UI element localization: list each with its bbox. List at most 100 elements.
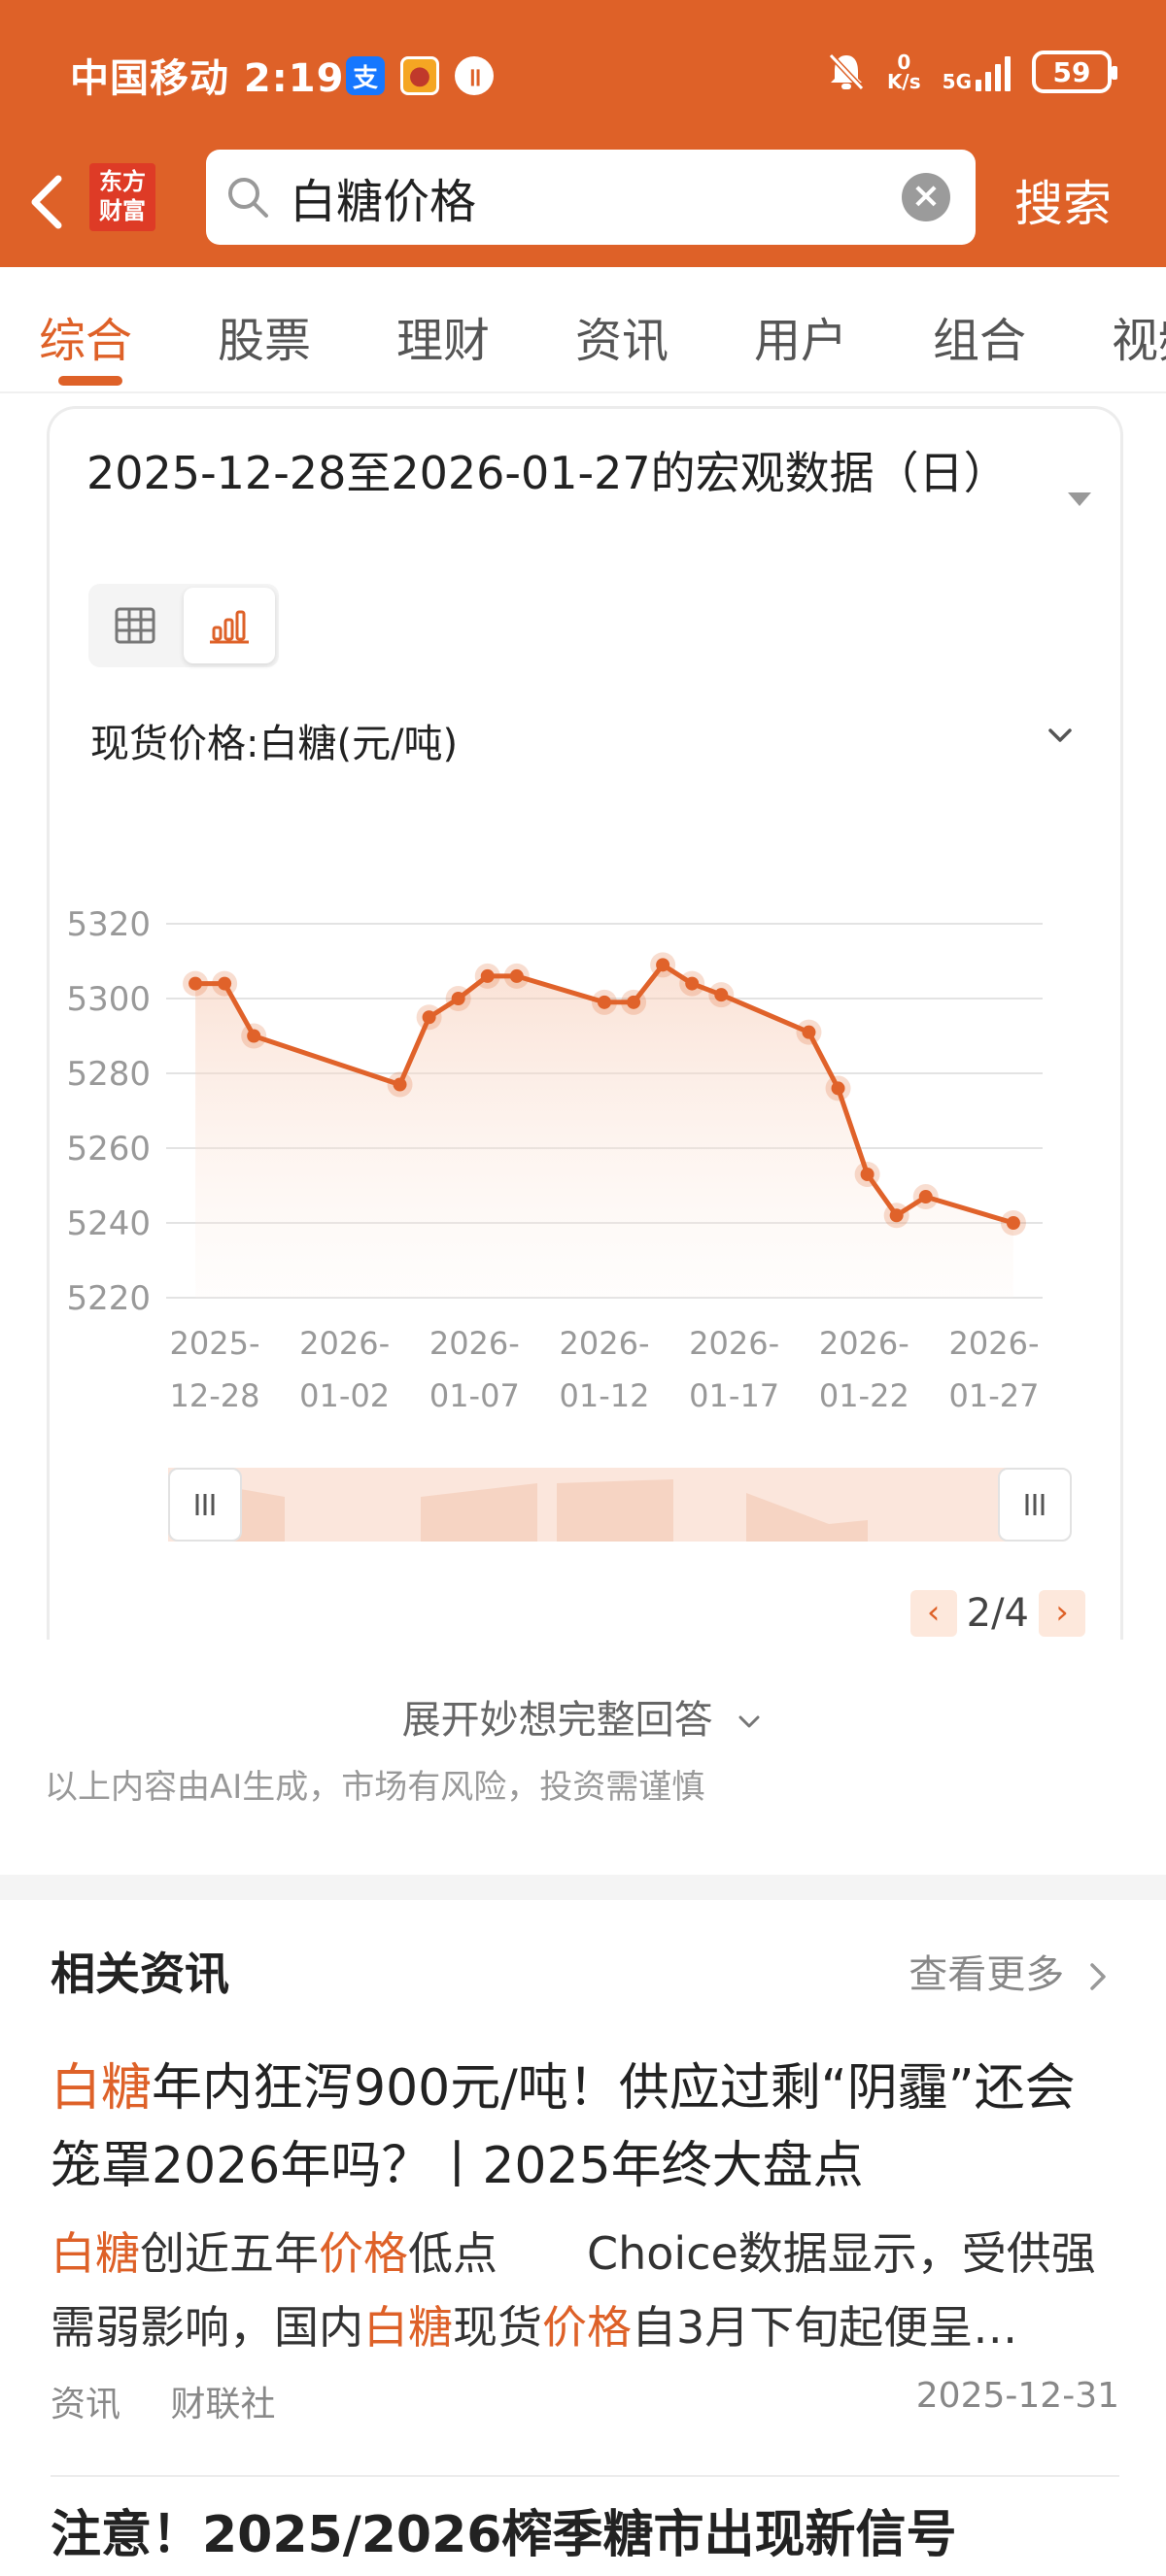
- signal-icon: [976, 52, 1011, 91]
- news-meta: 资讯 财联社 2025-12-31: [51, 2376, 1119, 2424]
- data-point: [918, 1190, 933, 1204]
- battery-indicator: 59: [1032, 51, 1117, 93]
- x-tick-label: 2026-01-07: [429, 1325, 520, 1414]
- tab-comprehensive[interactable]: 综合: [39, 314, 133, 368]
- card-title: 2025-12-28至2026-01-27的宏观数据（日）: [86, 447, 1009, 499]
- text-segment: 年内狂泻900元/吨！供应过剩“阴霾”还会笼罩2026年吗？丨2025年终大盘点: [51, 2059, 1076, 2195]
- mute-bell-icon: [828, 52, 865, 91]
- grip-icon: [195, 1494, 215, 1515]
- data-point: [247, 1029, 261, 1043]
- text-segment: 注意！2025/2026榨季糖市出现新信号: [51, 2506, 957, 2564]
- x-tick-label: 2026-01-17: [689, 1325, 779, 1414]
- slider-mini-preview: [207, 1479, 868, 1542]
- news-item[interactable]: 白糖年内狂泻900元/吨！供应过剩“阴霾”还会笼罩2026年吗？丨2025年终大…: [51, 2050, 1119, 2424]
- section-divider: [0, 1875, 1166, 1900]
- chart-view-button[interactable]: [184, 588, 275, 663]
- pager: ‹ 2/4 ›: [909, 1590, 1085, 1637]
- data-point: [509, 968, 524, 983]
- data-point: [189, 976, 203, 991]
- tab-video[interactable]: 视频: [1112, 314, 1166, 368]
- title-dropdown-icon[interactable]: [1068, 492, 1091, 506]
- data-point: [889, 1208, 904, 1223]
- x-tick-label: 2026-01-02: [299, 1325, 390, 1414]
- text-segment: 现货: [453, 2301, 542, 2354]
- bar-chart-icon: [210, 610, 249, 644]
- slider-left-handle[interactable]: [168, 1468, 242, 1542]
- x-tick-label: 2025-12-28: [170, 1325, 260, 1414]
- tab-news[interactable]: 资讯: [575, 314, 669, 368]
- news-type: 资讯: [51, 2385, 121, 2424]
- search-tabs: 综合 股票 理财 资讯 用户 组合 视频: [0, 267, 1166, 393]
- chevron-down-icon: [738, 1715, 760, 1728]
- tab-portfolios[interactable]: 组合: [933, 314, 1027, 368]
- expand-answer-button[interactable]: 展开妙想完整回答: [0, 1688, 1166, 1745]
- y-tick-label: 5260: [66, 1130, 151, 1169]
- news-item[interactable]: 注意！2025/2026榨季糖市出现新信号: [51, 2496, 1119, 2574]
- highlight-keyword: 价格: [319, 2227, 408, 2280]
- tab-wealth[interactable]: 理财: [396, 314, 491, 368]
- tab-users[interactable]: 用户: [754, 314, 848, 368]
- related-news-title: 相关资讯: [51, 1948, 229, 2000]
- data-point: [422, 1010, 436, 1025]
- data-point: [393, 1077, 407, 1092]
- chevron-down-icon: [1048, 729, 1072, 742]
- pause-notification-icon: ॥: [455, 56, 494, 95]
- text-segment: 创近五年: [140, 2227, 319, 2280]
- y-tick-label: 5240: [66, 1204, 151, 1243]
- area-fill: [195, 965, 1013, 1298]
- macro-data-card: 2025-12-28至2026-01-27的宏观数据（日） 现货价格:白糖(元/…: [47, 406, 1123, 1640]
- view-more-label: 查看更多: [909, 1952, 1065, 1997]
- data-point: [1006, 1216, 1020, 1230]
- app-header: 中国移动 2:19 支 ● ॥ 0 K/s 5G 59: [0, 0, 1166, 267]
- y-tick-label: 5300: [66, 980, 151, 1019]
- data-point: [714, 988, 729, 1002]
- text-segment: 低点 Choice数据显示，受供强需弱影响，国内: [51, 2227, 1096, 2354]
- carrier-time: 中国移动 2:19: [70, 56, 345, 101]
- highlight-keyword: 价格: [542, 2301, 632, 2354]
- status-bar: 中国移动 2:19 支 ● ॥ 0 K/s 5G 59: [0, 0, 1166, 146]
- view-more-link[interactable]: 查看更多: [909, 1943, 1112, 1999]
- search-nav-row: 东方 财富 × 搜索: [0, 146, 1166, 267]
- table-view-button[interactable]: [88, 584, 182, 667]
- highlight-keyword: 白糖: [51, 2227, 140, 2280]
- x-tick-label: 2026-01-27: [949, 1325, 1040, 1414]
- slider-right-handle[interactable]: [998, 1468, 1072, 1542]
- news-title[interactable]: 白糖年内狂泻900元/吨！供应过剩“阴霾”还会笼罩2026年吗？丨2025年终大…: [51, 2050, 1119, 2205]
- y-tick-label: 5280: [66, 1055, 151, 1094]
- data-point: [451, 992, 465, 1005]
- network-type: 5G: [942, 70, 972, 93]
- expand-label: 展开妙想完整回答: [401, 1698, 713, 1743]
- price-chart: 5320 5300 5280 5260 5240 5220 2025-12-28 2026-…: [66, 905, 1043, 1414]
- news-date: 2025-12-31: [915, 2376, 1119, 2416]
- data-point: [685, 976, 700, 991]
- back-button[interactable]: [25, 165, 84, 239]
- ai-disclaimer: 以上内容由AI生成，市场有风险，投资需谨慎: [45, 1768, 705, 1807]
- highlight-keyword: 白糖: [51, 2059, 153, 2118]
- data-point: [480, 968, 495, 983]
- tab-stocks[interactable]: 股票: [218, 314, 312, 368]
- news-title[interactable]: 注意！2025/2026榨季糖市出现新信号: [51, 2496, 1119, 2574]
- clear-search-icon[interactable]: ×: [902, 173, 950, 221]
- search-icon: [228, 178, 268, 218]
- view-toggle: [88, 584, 279, 667]
- grip-icon: [1025, 1494, 1045, 1515]
- data-point: [802, 1025, 816, 1039]
- search-button[interactable]: 搜索: [1014, 176, 1112, 232]
- y-tick-label: 5320: [66, 905, 151, 944]
- data-point: [627, 995, 641, 1009]
- data-point: [860, 1167, 874, 1181]
- series-selector[interactable]: 现货价格:白糖(元/吨): [90, 712, 1091, 770]
- data-zoom-slider[interactable]: [168, 1468, 1023, 1542]
- data-point: [831, 1081, 845, 1096]
- y-tick-label: 5220: [66, 1279, 151, 1318]
- data-point: [218, 976, 232, 991]
- search-input[interactable]: [290, 163, 873, 231]
- text-segment: 自3月下旬起便呈…: [632, 2301, 1018, 2354]
- data-point: [598, 995, 611, 1009]
- next-page-button[interactable]: ›: [1039, 1590, 1085, 1637]
- red-packet-notification-icon: ●: [400, 56, 439, 95]
- data-point: [656, 958, 670, 972]
- table-icon: [115, 607, 155, 644]
- prev-page-button[interactable]: ‹: [909, 1590, 957, 1637]
- search-box[interactable]: ×: [206, 150, 976, 245]
